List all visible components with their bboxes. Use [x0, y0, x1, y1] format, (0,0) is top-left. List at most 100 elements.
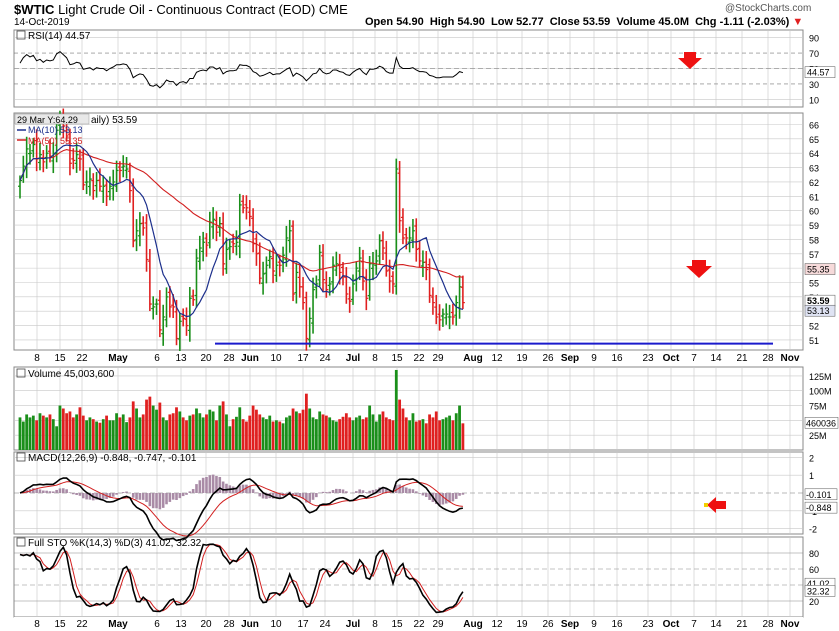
x-axis-label: 7 [691, 353, 697, 364]
macd-histogram-bar [258, 493, 262, 497]
volume-bar [221, 401, 225, 450]
price-bar [384, 240, 389, 277]
volume-value-tag-box [804, 417, 839, 429]
volume-bar [38, 413, 42, 450]
volume-bar [371, 414, 375, 450]
macd-histogram-bar [381, 487, 385, 493]
x-axis-label: 6 [154, 619, 160, 630]
macd-tick-label: -2 [809, 525, 817, 535]
price-bar [370, 251, 375, 281]
macd-histogram-bar [461, 493, 465, 495]
volume-bar [378, 414, 382, 450]
price-bar [114, 160, 119, 192]
volume-bar [91, 419, 95, 450]
macd-line [19, 477, 464, 542]
volume-bar [161, 417, 165, 450]
rsi-tick-label: 30 [809, 80, 819, 90]
volume-bar [185, 420, 188, 450]
volume-bar [321, 414, 325, 450]
macd-hist-tag-box [804, 488, 838, 501]
macd-histogram-bar [335, 488, 338, 493]
macd-histogram-bar [298, 493, 302, 498]
volume-bar [294, 411, 298, 450]
x-axis-label: 15 [391, 353, 403, 364]
price-bar [321, 244, 326, 292]
x-axis-band [14, 617, 803, 630]
price-bar [101, 175, 106, 203]
volume-bar [448, 415, 451, 450]
price-bar [460, 275, 465, 310]
x-axis-label: 14 [710, 353, 722, 364]
volume-bar [328, 417, 332, 450]
price-legend-tooltip: 29 Mar Y:64.29 [17, 115, 78, 125]
volume-bar [145, 399, 148, 450]
x-axis-label: 21 [736, 619, 748, 630]
price-tick-label: 64 [809, 149, 819, 159]
price-bar [347, 286, 352, 313]
price-bar [444, 303, 449, 325]
volume-bar [344, 413, 348, 450]
volume-bar [201, 417, 205, 450]
volume-bar [291, 408, 295, 450]
macd-histogram-bar [231, 486, 235, 493]
volume-bar [228, 426, 232, 450]
macd-histogram-bar [321, 491, 325, 493]
price-bar [141, 216, 146, 236]
volume-bar [35, 420, 39, 450]
x-axis-label: 8 [34, 619, 40, 630]
x-axis-label: 28 [223, 353, 235, 364]
price-bar [397, 161, 402, 233]
symbol: $WTIC [14, 2, 55, 17]
price-bar [374, 249, 379, 275]
macd-histogram-bar [448, 493, 451, 503]
x-axis-label: Jun [241, 619, 259, 630]
volume-bar [311, 417, 315, 450]
price-bar [131, 178, 136, 248]
volume-bar [261, 417, 265, 450]
volume-bar [98, 422, 102, 450]
volume-bar [188, 415, 192, 450]
volume-bar [48, 414, 52, 450]
volume-bar [404, 417, 408, 450]
macd-histogram-bar [95, 493, 98, 500]
price-bar [197, 235, 202, 270]
price-tick-label: 66 [809, 120, 819, 130]
macd-histogram-bar [191, 489, 195, 493]
sto-tick-label: 80 [809, 549, 819, 559]
price-bar [360, 249, 365, 291]
macd-histogram-bar [201, 477, 205, 493]
price-bar [251, 208, 256, 253]
macd-line-tag-box [804, 501, 838, 514]
x-axis-label: Oct [663, 353, 680, 364]
volume-bar [398, 399, 402, 450]
macd-histogram-bar [195, 484, 198, 493]
volume-bar [304, 393, 308, 450]
macd-histogram-bar [171, 493, 175, 500]
sto-panel-toggle [16, 537, 26, 547]
macd-histogram-bar [175, 493, 178, 501]
volume-bar [248, 415, 252, 450]
price-bar [81, 148, 86, 191]
sto-k-line [19, 543, 464, 614]
macd-histogram-bar [221, 481, 225, 493]
x-axis-label: May [108, 619, 128, 630]
volume-bar [334, 421, 338, 450]
rsi-tick-label: 10 [809, 95, 819, 105]
price-bar [181, 308, 186, 327]
x-axis-label: 10 [270, 353, 282, 364]
macd-histogram-bar [261, 493, 265, 499]
volume-bar [128, 417, 132, 450]
volume-bar [148, 396, 152, 450]
price-bar [261, 261, 266, 295]
price-bar [367, 255, 372, 301]
volume-bar [78, 407, 82, 450]
macd-histogram-bar [65, 489, 68, 493]
price-bar [297, 265, 302, 298]
x-axis-label: 26 [542, 619, 554, 630]
volume-bar [105, 415, 108, 450]
ma50-legend: MA(50) 55.35 [28, 136, 83, 146]
price-bar [107, 176, 112, 201]
price-tick-label: 60 [809, 207, 819, 217]
volume-value: 45.0M [658, 16, 689, 28]
x-axis-label: 22 [413, 353, 425, 364]
